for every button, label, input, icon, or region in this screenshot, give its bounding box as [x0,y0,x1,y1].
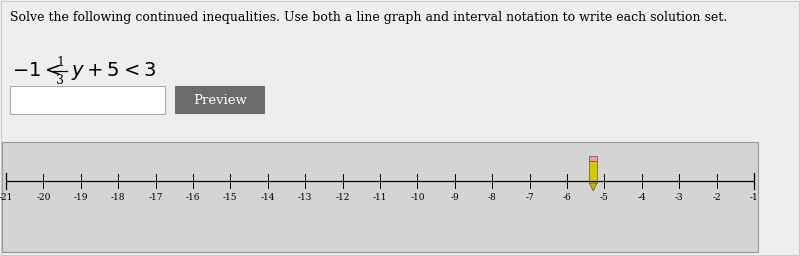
Text: -14: -14 [261,193,275,202]
FancyBboxPatch shape [589,161,597,183]
FancyBboxPatch shape [10,86,165,114]
Text: -2: -2 [712,193,721,202]
Text: -18: -18 [111,193,126,202]
Text: -13: -13 [298,193,312,202]
FancyBboxPatch shape [2,142,758,252]
Text: -1: -1 [750,193,758,202]
Text: $-1 < $: $-1 < $ [12,62,61,80]
FancyBboxPatch shape [175,86,265,114]
Text: -17: -17 [148,193,163,202]
Text: -9: -9 [450,193,459,202]
Text: -19: -19 [74,193,88,202]
Text: -4: -4 [638,193,646,202]
Text: -8: -8 [488,193,497,202]
Text: -5: -5 [600,193,609,202]
Text: -6: -6 [562,193,571,202]
Polygon shape [589,183,597,191]
Text: Preview: Preview [193,93,247,106]
Text: Solve the following continued inequalities. Use both a line graph and interval n: Solve the following continued inequaliti… [10,11,727,24]
Text: 3: 3 [56,73,64,87]
Text: -10: -10 [410,193,425,202]
Text: -3: -3 [675,193,683,202]
Text: -16: -16 [186,193,200,202]
Text: -7: -7 [526,193,534,202]
FancyBboxPatch shape [589,156,597,161]
Text: $y + 5 < 3$: $y + 5 < 3$ [71,60,156,82]
Text: -12: -12 [335,193,350,202]
Text: -11: -11 [373,193,387,202]
Text: 1: 1 [56,57,64,69]
Text: -15: -15 [223,193,238,202]
Text: -21: -21 [0,193,13,202]
Text: -20: -20 [36,193,50,202]
